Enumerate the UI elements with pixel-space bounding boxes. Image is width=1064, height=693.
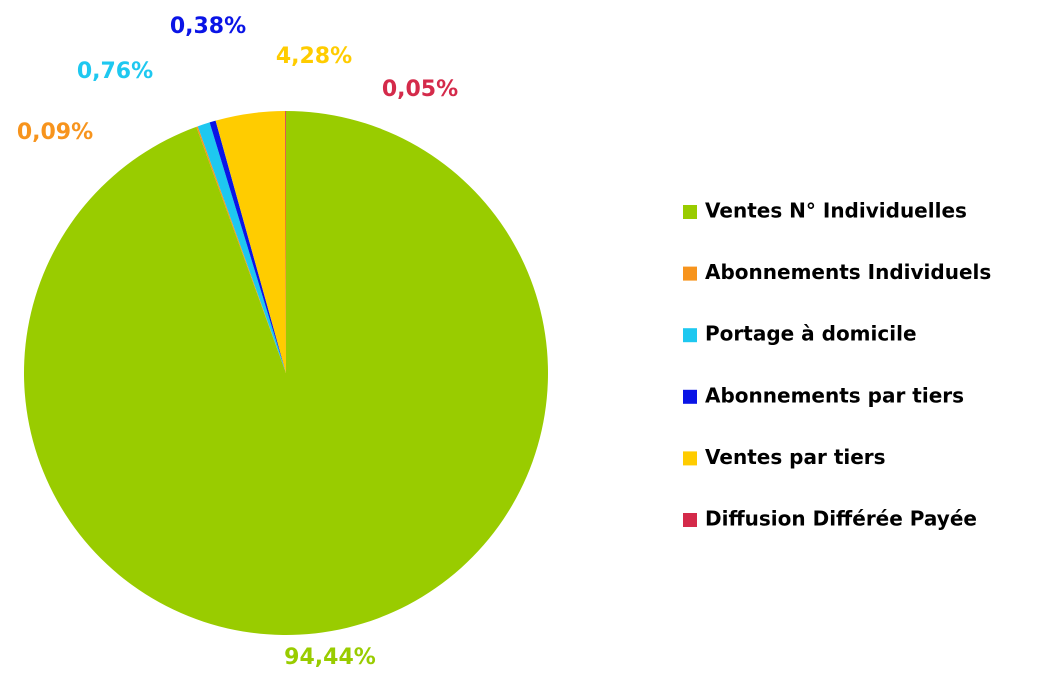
- legend-swatch: [683, 266, 697, 281]
- legend-label: Abonnements par tiers: [705, 383, 964, 407]
- legend-label: Portage à domicile: [705, 322, 917, 346]
- data-label: 0,76%: [77, 59, 153, 84]
- data-label: 4,28%: [276, 44, 352, 69]
- data-label: 94,44%: [284, 645, 376, 670]
- legend-label: Diffusion Différée Payée: [705, 507, 977, 531]
- pie-slice: [23, 111, 549, 635]
- legend-swatch: [683, 389, 697, 404]
- legend-swatch: [683, 513, 697, 527]
- pie-slice: [196, 126, 286, 373]
- data-label: 0,09%: [17, 120, 93, 145]
- pie-slice: [215, 111, 286, 374]
- legend-label: Ventes N° Individuelles: [705, 199, 967, 223]
- pie-slice: [285, 111, 286, 373]
- legend-swatch: [683, 451, 697, 466]
- pie-slice: [209, 120, 286, 373]
- legend-label: Ventes par tiers: [705, 445, 886, 469]
- legend-label: Abonnements Individuels: [705, 260, 991, 284]
- legend-swatch: [683, 328, 697, 343]
- data-label: 0,38%: [170, 14, 246, 39]
- legend-swatch: [683, 205, 697, 219]
- data-label: 0,05%: [382, 77, 458, 102]
- pie-slice: [197, 122, 286, 373]
